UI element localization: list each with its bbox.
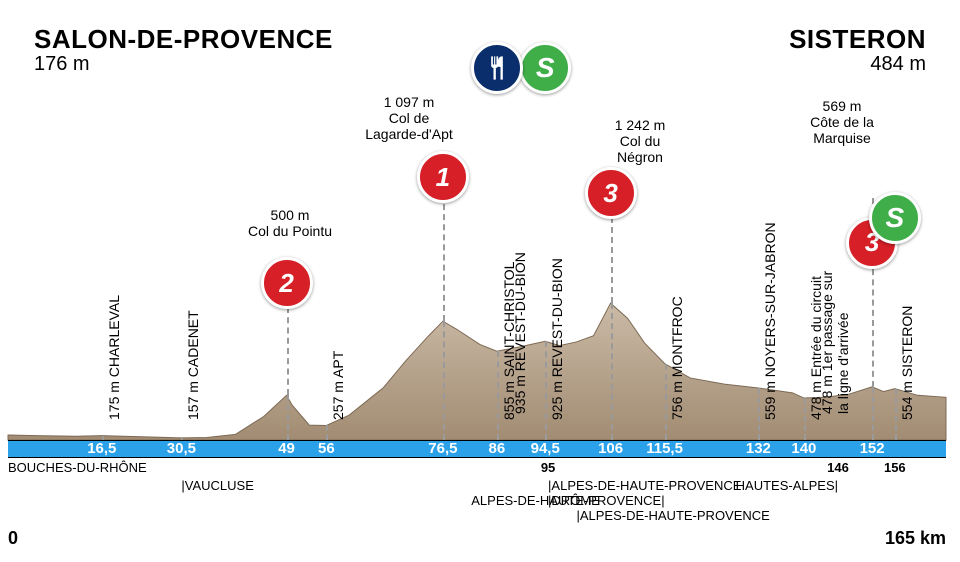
dropline [872, 387, 874, 440]
dropline [287, 395, 289, 440]
waypoint-label: 175 m CHARLEVAL [106, 295, 122, 420]
dropline [611, 217, 613, 303]
waypoint-label: 925 m REVEST-DU-BION [549, 258, 565, 420]
region-label: |ALPES-DE-HAUTE-PROVENCE [548, 478, 741, 493]
climb-label: 1 097 mCol deLagarde-d'Apt [349, 94, 469, 142]
sprint-badge: S [519, 42, 571, 94]
scale-row: 0 165 km [8, 528, 946, 549]
climb-label: 569 mCôte de laMarquise [782, 98, 902, 146]
climb-label: 1 242 mCol duNégron [580, 117, 700, 165]
region-label: ALPES-DE-HAUTE-PROVENCE| [471, 493, 664, 508]
dropline [758, 388, 760, 440]
region-label: 156 [884, 460, 906, 475]
km-mark: 86 [489, 440, 506, 457]
finish-alt: 484 m [789, 53, 926, 76]
sprint-badge: S [869, 192, 921, 244]
dropline [611, 303, 613, 440]
start-city: SALON-DE-PROVENCE [34, 24, 333, 55]
waypoint-label: 478 m 1er passage surla ligne d'arrivée [819, 271, 851, 414]
scale-left: 0 [8, 528, 18, 549]
km-mark: 16,5 [87, 440, 116, 457]
waypoint-label: 554 m SISTERON [899, 306, 915, 420]
km-mark: 152 [860, 440, 885, 457]
km-mark: 49 [278, 440, 295, 457]
climb-label: 500 mCol du Pointu [230, 207, 350, 239]
region-label: HAUTES-ALPES| [736, 478, 838, 493]
start-label: SALON-DE-PROVENCE 176 m [34, 24, 333, 76]
dropline [545, 341, 547, 440]
cat1-badge: 1 [417, 151, 469, 203]
waypoint-label: 157 m CADENET [185, 310, 201, 420]
dropline [326, 425, 328, 440]
region-label: 95 [541, 460, 555, 475]
km-mark: 56 [318, 440, 335, 457]
km-mark: 140 [791, 440, 816, 457]
cat2-badge: 2 [261, 257, 313, 309]
km-mark: 94,5 [531, 440, 560, 457]
waypoint-label: 756 m MONTFROC [669, 296, 685, 420]
region-label: |ALPES-DE-HAUTE-PROVENCE [576, 508, 769, 523]
km-mark: 76,5 [428, 440, 457, 457]
dropline [665, 364, 667, 440]
dropline [287, 307, 289, 395]
feed-badge [471, 42, 523, 94]
region-label: |VAUCLUSE [181, 478, 254, 493]
dropline [443, 194, 445, 321]
finish-label: SISTERON 484 m [789, 24, 926, 76]
region-label: BOUCHES-DU-RHÔNE [8, 460, 147, 475]
start-alt: 176 m [34, 53, 333, 76]
waypoint-label: 559 m NOYERS-SUR-JABRON [762, 222, 778, 420]
finish-city: SISTERON [789, 24, 926, 55]
region-label: 146 [827, 460, 849, 475]
km-mark: 115,5 [646, 440, 683, 457]
dropline [443, 321, 445, 440]
dropline [804, 398, 806, 440]
cat3-badge: 3 [585, 167, 637, 219]
regions: BOUCHES-DU-RHÔNE 95 146 156 |VAUCLUSE |ALPES-… [8, 460, 946, 520]
dropline [497, 351, 499, 440]
km-strip: 16,5 30,5 49 56 76,5 86 94,5 106 115,5 132 140 152 [8, 440, 946, 458]
waypoint-label: 935 m REVEST-DU-BION [512, 252, 528, 414]
km-mark: 132 [746, 440, 771, 457]
dropline [895, 389, 897, 440]
waypoint-label: 257 m APT [330, 351, 346, 420]
scale-right: 165 km [885, 528, 946, 549]
stage-profile: SALON-DE-PROVENCE 176 m SISTERON 484 m 1… [0, 0, 960, 562]
km-mark: 30,5 [167, 440, 196, 457]
km-mark: 106 [598, 440, 623, 457]
